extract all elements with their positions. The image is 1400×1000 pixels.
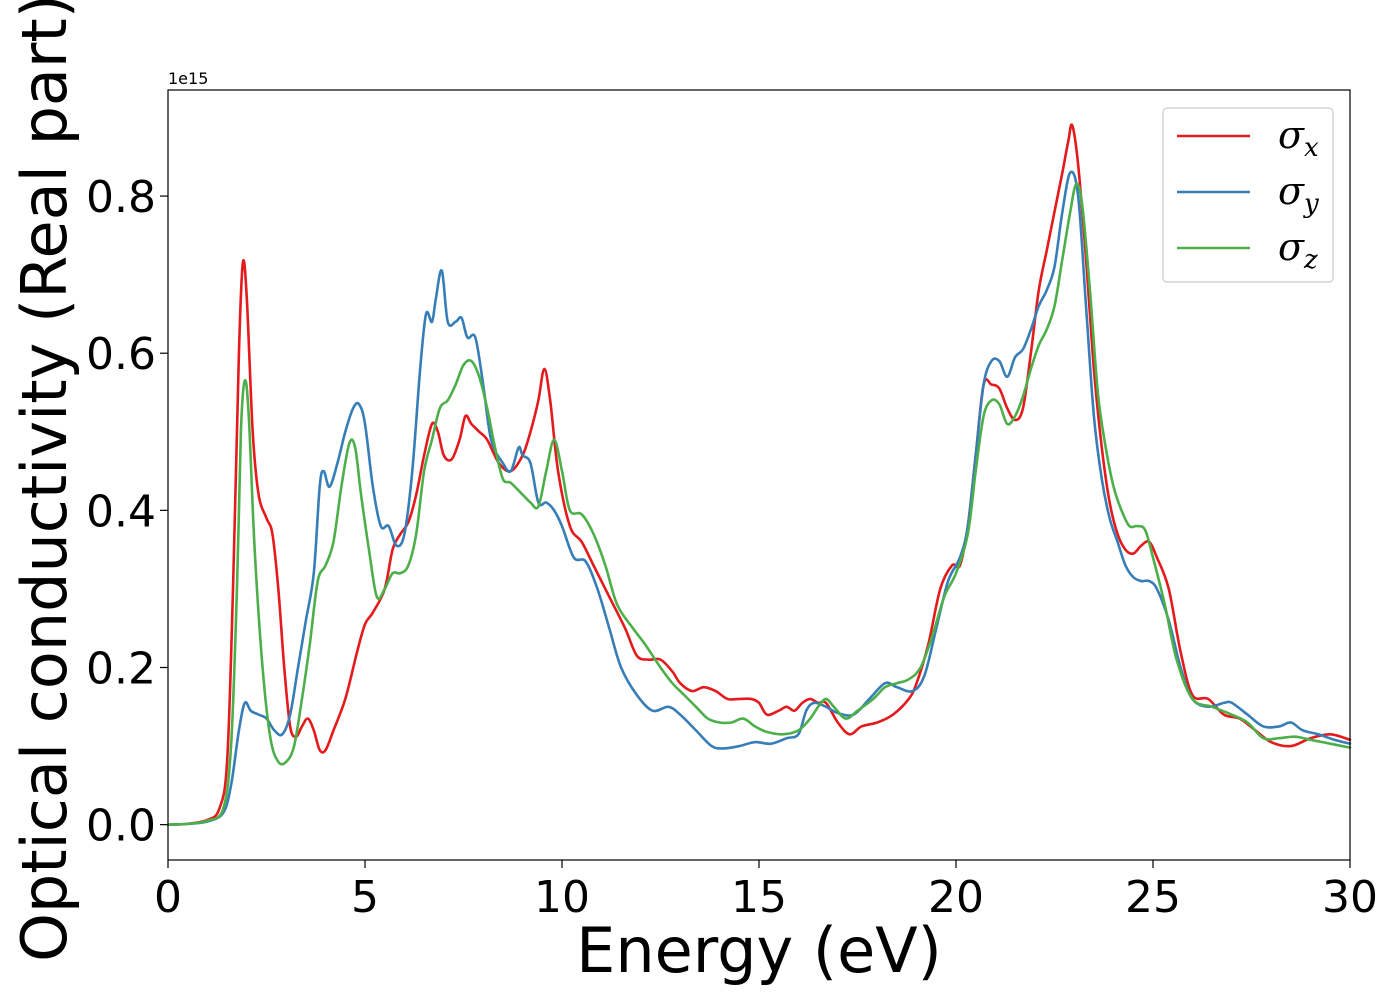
x-tick-label: 25 (1125, 872, 1181, 923)
y-axis-label: Optical conductivity (Real part) (8, 0, 81, 962)
series-line-y (166, 170, 1352, 826)
y-offset-label: 1e15 (168, 69, 208, 88)
y-tick-label: 0.6 (86, 329, 156, 380)
series-line-x (166, 123, 1352, 826)
y-tick-label: 0.2 (86, 644, 156, 695)
y-tick-label: 0.4 (86, 486, 156, 537)
x-axis-label: Energy (eV) (576, 914, 942, 987)
x-tick-label: 10 (534, 872, 590, 923)
x-axis: 0 5 10 15 20 25 30 (154, 860, 1378, 923)
x-tick-label: 30 (1322, 872, 1378, 923)
series-line-z (166, 182, 1352, 826)
legend-box (1162, 107, 1334, 283)
series-layer (166, 123, 1352, 826)
legend-label-x: σx (1278, 113, 1319, 163)
y-tick-label: 0.0 (86, 801, 156, 852)
x-tick-label: 5 (351, 872, 379, 923)
y-tick-label: 0.8 (86, 172, 156, 223)
x-tick-label: 0 (154, 872, 182, 923)
y-axis: 0.0 0.2 0.4 0.6 0.8 (86, 172, 168, 852)
x-tick-label: 20 (928, 872, 984, 923)
x-tick-label: 15 (731, 872, 787, 923)
